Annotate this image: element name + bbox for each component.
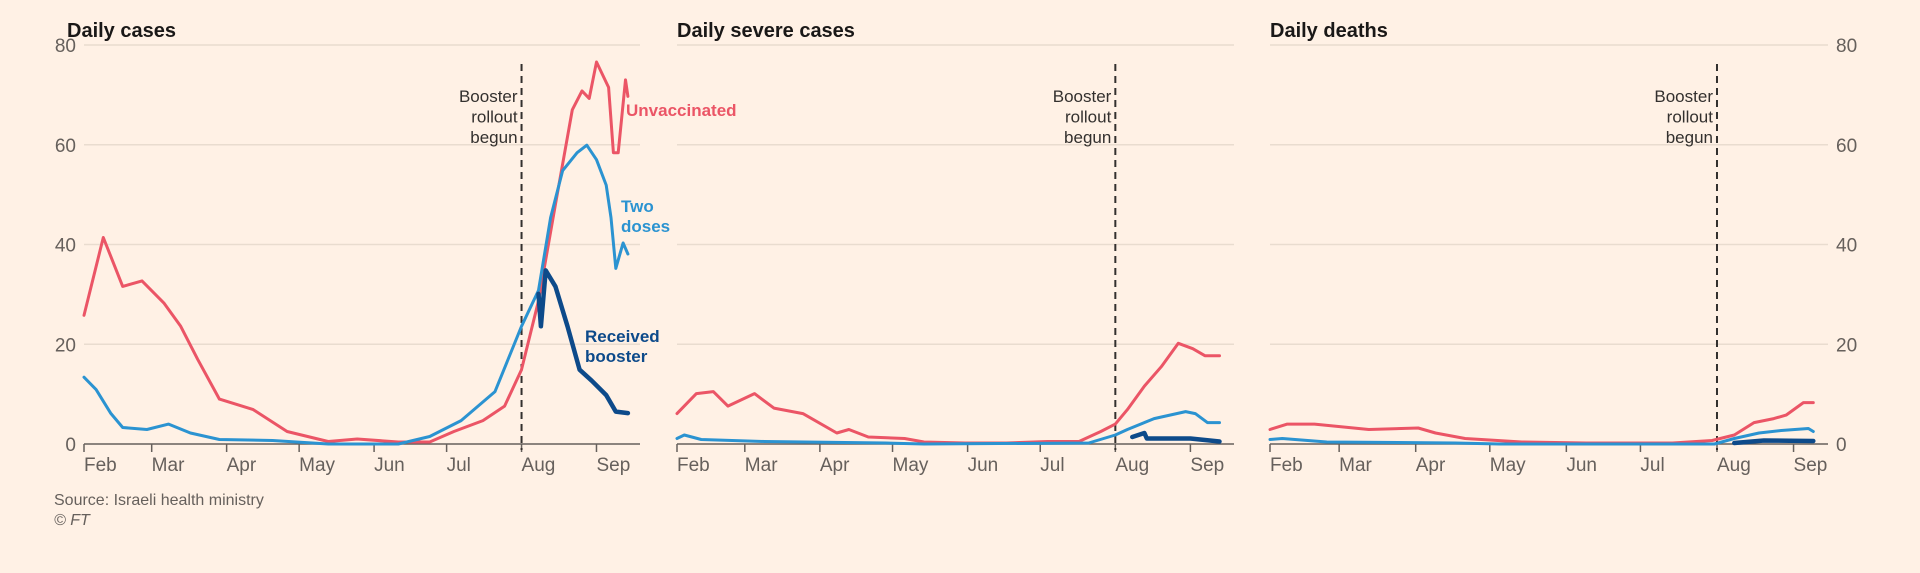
copyright-note: © FT xyxy=(54,512,91,529)
x-tick-label: Apr xyxy=(1416,455,1446,476)
x-tick-label: Feb xyxy=(677,455,710,476)
x-tick-label: Feb xyxy=(84,455,117,476)
x-tick-label: Apr xyxy=(227,455,257,476)
x-tick-label: Aug xyxy=(522,455,556,476)
booster-annotation-text: begun xyxy=(470,128,517,147)
panel-title: Daily cases xyxy=(67,20,176,42)
panel-title: Daily severe cases xyxy=(677,20,855,42)
booster-annotation-text: begun xyxy=(1666,128,1713,147)
series-line-booster xyxy=(1732,438,1816,446)
x-tick-label: Aug xyxy=(1115,455,1149,476)
series-line-unvaccinated xyxy=(1268,401,1815,445)
series-line-two-doses xyxy=(82,143,630,446)
booster-annotation-text: Booster xyxy=(459,87,518,106)
booster-annotation-text: rollout xyxy=(1667,108,1714,127)
x-tick-label: Jun xyxy=(968,455,999,476)
series-line-booster xyxy=(536,268,631,416)
x-tick-label: May xyxy=(299,455,335,476)
series-line-unvaccinated xyxy=(675,341,1221,445)
x-tick-label: Sep xyxy=(1190,455,1224,476)
y-tick-label: 0 xyxy=(1836,435,1847,456)
booster-annotation-text: Booster xyxy=(1053,87,1112,106)
y-tick-label: 20 xyxy=(55,335,76,356)
booster-annotation-text: rollout xyxy=(1065,108,1112,127)
x-tick-label: Sep xyxy=(1794,455,1828,476)
y-tick-label: 80 xyxy=(55,36,76,57)
y-tick-label: 20 xyxy=(1836,335,1857,356)
series-line-booster xyxy=(1130,430,1222,444)
x-tick-label: Mar xyxy=(745,455,778,476)
x-tick-label: Jul xyxy=(1640,455,1664,476)
series-label-booster: Received xyxy=(585,327,660,346)
series-label-two-doses: doses xyxy=(621,217,670,236)
series-label-booster: booster xyxy=(585,347,648,366)
x-tick-label: Jun xyxy=(374,455,405,476)
y-tick-label: 60 xyxy=(1836,136,1857,157)
series-line-two-doses xyxy=(1268,427,1815,446)
y-tick-label: 80 xyxy=(1836,36,1857,57)
booster-annotation-text: Booster xyxy=(1654,87,1713,106)
y-tick-label: 0 xyxy=(65,435,76,456)
series-label-unvaccinated: Unvaccinated xyxy=(626,101,737,120)
x-tick-label: Jun xyxy=(1566,455,1597,476)
panel-title: Daily deaths xyxy=(1270,20,1388,42)
booster-annotation-text: rollout xyxy=(471,108,518,127)
series-line-two-doses xyxy=(675,410,1221,446)
x-tick-label: Aug xyxy=(1717,455,1751,476)
y-tick-label: 60 xyxy=(55,136,76,157)
booster-annotation-text: begun xyxy=(1064,128,1111,147)
x-tick-label: Jul xyxy=(1040,455,1064,476)
series-label-two-doses: Two xyxy=(621,197,654,216)
source-note: Source: Israeli health ministry xyxy=(54,492,264,509)
series-line-unvaccinated xyxy=(82,60,630,444)
x-tick-label: May xyxy=(1490,455,1526,476)
x-tick-label: Mar xyxy=(152,455,185,476)
x-tick-label: May xyxy=(893,455,929,476)
x-tick-label: Mar xyxy=(1339,455,1372,476)
x-tick-label: Sep xyxy=(596,455,630,476)
x-tick-label: Apr xyxy=(820,455,850,476)
y-tick-label: 40 xyxy=(55,236,76,257)
x-tick-label: Feb xyxy=(1270,455,1303,476)
x-tick-label: Jul xyxy=(447,455,471,476)
y-tick-label: 40 xyxy=(1836,236,1857,257)
